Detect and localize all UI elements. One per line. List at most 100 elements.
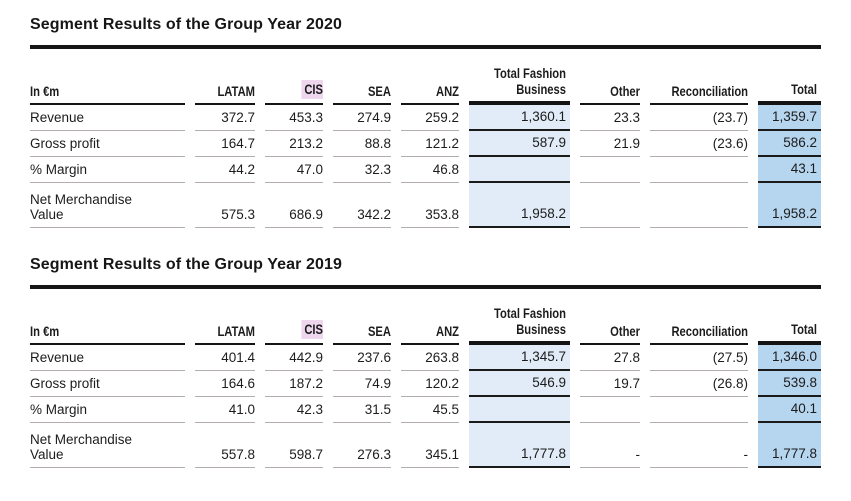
cell: 47.0 bbox=[265, 157, 323, 183]
cell: 44.2 bbox=[195, 157, 255, 183]
cis-highlight: CIS bbox=[301, 79, 323, 99]
cell: 586.2 bbox=[758, 131, 821, 157]
col-header-sea: SEA bbox=[333, 49, 391, 105]
cell: 21.9 bbox=[580, 131, 640, 157]
cell: 259.2 bbox=[401, 105, 459, 131]
cell: 46.8 bbox=[401, 157, 459, 183]
col-header-anz: ANZ bbox=[401, 289, 459, 345]
col-header-total: Total bbox=[758, 49, 821, 105]
cell: 121.2 bbox=[401, 131, 459, 157]
cell bbox=[580, 397, 640, 423]
cell: 187.2 bbox=[265, 371, 323, 397]
row-label: Revenue bbox=[30, 345, 185, 371]
cell: (23.7) bbox=[650, 105, 748, 131]
col-header-other: Other bbox=[580, 289, 640, 345]
col-header-cis: CIS bbox=[265, 49, 323, 105]
cell: 88.8 bbox=[333, 131, 391, 157]
cell: 274.9 bbox=[333, 105, 391, 131]
cell: 353.8 bbox=[401, 183, 459, 228]
cell: 1,345.7 bbox=[469, 345, 570, 371]
segment-table-2019: Segment Results of the Group Year 2019 I… bbox=[30, 228, 821, 468]
cell: - bbox=[650, 423, 748, 468]
col-header-total-fashion-business: Total Fashion Business bbox=[469, 289, 570, 345]
cell: 342.2 bbox=[333, 183, 391, 228]
cell: - bbox=[580, 423, 640, 468]
cell bbox=[580, 157, 640, 183]
row-label: Net Merchandise Value bbox=[30, 423, 185, 468]
cell: 345.1 bbox=[401, 423, 459, 468]
results-table: In €m LATAM CIS SEA ANZ Total Fashion Bu… bbox=[30, 289, 821, 468]
cell: 23.3 bbox=[580, 105, 640, 131]
cell: 213.2 bbox=[265, 131, 323, 157]
cell: (23.6) bbox=[650, 131, 748, 157]
cell: 40.1 bbox=[758, 397, 821, 423]
cell: 575.3 bbox=[195, 183, 255, 228]
cell: 557.8 bbox=[195, 423, 255, 468]
segment-table-2020: Segment Results of the Group Year 2020 I… bbox=[30, 0, 821, 228]
col-header-latam: LATAM bbox=[195, 289, 255, 345]
row-label: Gross profit bbox=[30, 371, 185, 397]
col-header-reconciliation: Reconciliation bbox=[650, 289, 748, 345]
cis-highlight: CIS bbox=[301, 319, 323, 339]
cell: 263.8 bbox=[401, 345, 459, 371]
title-rule bbox=[30, 285, 821, 289]
cell: 401.4 bbox=[195, 345, 255, 371]
cell: 442.9 bbox=[265, 345, 323, 371]
col-header-sea: SEA bbox=[333, 289, 391, 345]
results-table: In €m LATAM CIS SEA ANZ Total Fashion Bu… bbox=[30, 49, 821, 228]
cell bbox=[650, 397, 748, 423]
row-label: Gross profit bbox=[30, 131, 185, 157]
cell: 1,958.2 bbox=[469, 183, 570, 228]
col-header-anz: ANZ bbox=[401, 49, 459, 105]
cell: 276.3 bbox=[333, 423, 391, 468]
cell bbox=[580, 183, 640, 228]
cell: 42.3 bbox=[265, 397, 323, 423]
cell: 164.6 bbox=[195, 371, 255, 397]
col-header-unit: In €m bbox=[30, 289, 185, 345]
table-title: Segment Results of the Group Year 2020 bbox=[30, 16, 343, 33]
cell: (26.8) bbox=[650, 371, 748, 397]
col-header-cis: CIS bbox=[265, 289, 323, 345]
cell: 120.2 bbox=[401, 371, 459, 397]
cell: 43.1 bbox=[758, 157, 821, 183]
cell: 546.9 bbox=[469, 371, 570, 397]
cell: (27.5) bbox=[650, 345, 748, 371]
row-label: Revenue bbox=[30, 105, 185, 131]
cell: 41.0 bbox=[195, 397, 255, 423]
col-header-latam: LATAM bbox=[195, 49, 255, 105]
cell: 74.9 bbox=[333, 371, 391, 397]
cell: 598.7 bbox=[265, 423, 323, 468]
col-header-total-fashion-business: Total Fashion Business bbox=[469, 49, 570, 105]
row-label: % Margin bbox=[30, 157, 185, 183]
table-title: Segment Results of the Group Year 2019 bbox=[30, 256, 343, 273]
cell: 32.3 bbox=[333, 157, 391, 183]
cell: 164.7 bbox=[195, 131, 255, 157]
cell: 31.5 bbox=[333, 397, 391, 423]
cell: 372.7 bbox=[195, 105, 255, 131]
cell: 1,359.7 bbox=[758, 105, 821, 131]
cell bbox=[469, 157, 570, 183]
cell bbox=[650, 183, 748, 228]
cell: 453.3 bbox=[265, 105, 323, 131]
col-header-reconciliation: Reconciliation bbox=[650, 49, 748, 105]
cell: 539.8 bbox=[758, 371, 821, 397]
cell: 686.9 bbox=[265, 183, 323, 228]
row-label: Net Merchandise Value bbox=[30, 183, 185, 228]
cell bbox=[650, 157, 748, 183]
cell: 1,346.0 bbox=[758, 345, 821, 371]
cell: 237.6 bbox=[333, 345, 391, 371]
cell: 587.9 bbox=[469, 131, 570, 157]
row-label: % Margin bbox=[30, 397, 185, 423]
cell: 1,777.8 bbox=[758, 423, 821, 468]
col-header-total: Total bbox=[758, 289, 821, 345]
cell: 27.8 bbox=[580, 345, 640, 371]
cell: 19.7 bbox=[580, 371, 640, 397]
cell: 1,958.2 bbox=[758, 183, 821, 228]
col-header-other: Other bbox=[580, 49, 640, 105]
cell: 1,777.8 bbox=[469, 423, 570, 468]
col-header-unit: In €m bbox=[30, 49, 185, 105]
cell: 45.5 bbox=[401, 397, 459, 423]
title-rule bbox=[30, 45, 821, 49]
cell: 1,360.1 bbox=[469, 105, 570, 131]
